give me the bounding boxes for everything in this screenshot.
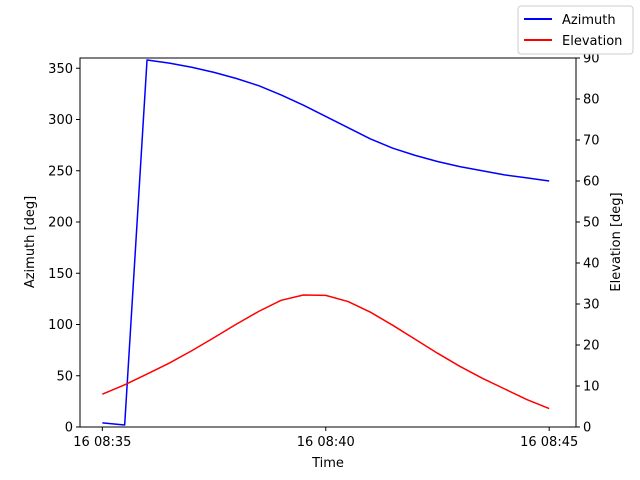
left-y-axis-label: Azimuth [deg] [23,196,38,288]
right-y-tick-label: 30 [583,298,600,313]
x-tick-label: 16 08:45 [520,435,578,450]
right-y-tick-label: 0 [583,421,591,436]
left-y-tick-label: 0 [65,421,73,436]
left-y-tick-label: 250 [48,164,73,179]
right-y-tick-label: 40 [583,257,600,272]
legend-label-elevation: Elevation [562,34,622,49]
x-tick-label: 16 08:40 [297,435,355,450]
left-y-tick-label: 150 [48,267,73,282]
left-y-tick-label: 300 [48,113,73,128]
right-y-tick-label: 90 [583,52,600,67]
legend: Azimuth Elevation [517,5,634,55]
right-y-axis-label: Elevation [deg] [609,192,624,291]
plot-frame [79,57,577,428]
x-axis-label: Time [311,456,344,471]
series-line-azimuth [102,59,550,426]
left-y-tick-label: 350 [48,62,73,77]
right-y-tick-label: 60 [583,175,600,190]
left-y-ticks: 0 50 100 150 200 250 300 350 [48,62,80,436]
left-y-tick-label: 50 [56,369,73,384]
left-y-tick-label: 100 [48,318,73,333]
legend-label-azimuth: Azimuth [562,13,616,28]
right-y-tick-label: 20 [583,339,600,354]
x-ticks: 16 08:35 16 08:40 16 08:45 [73,427,578,450]
right-y-tick-label: 70 [583,134,600,149]
series-layer [102,59,550,426]
right-y-ticks: 0 10 20 30 40 50 60 70 80 90 [576,52,600,436]
right-y-tick-label: 10 [583,380,600,395]
x-tick-label: 16 08:35 [73,435,131,450]
series-line-elevation [102,294,550,410]
axes-layer [79,57,577,428]
right-y-tick-label: 50 [583,216,600,231]
right-y-tick-label: 80 [583,93,600,108]
plot-area [80,58,576,427]
left-y-tick-label: 200 [48,216,73,231]
